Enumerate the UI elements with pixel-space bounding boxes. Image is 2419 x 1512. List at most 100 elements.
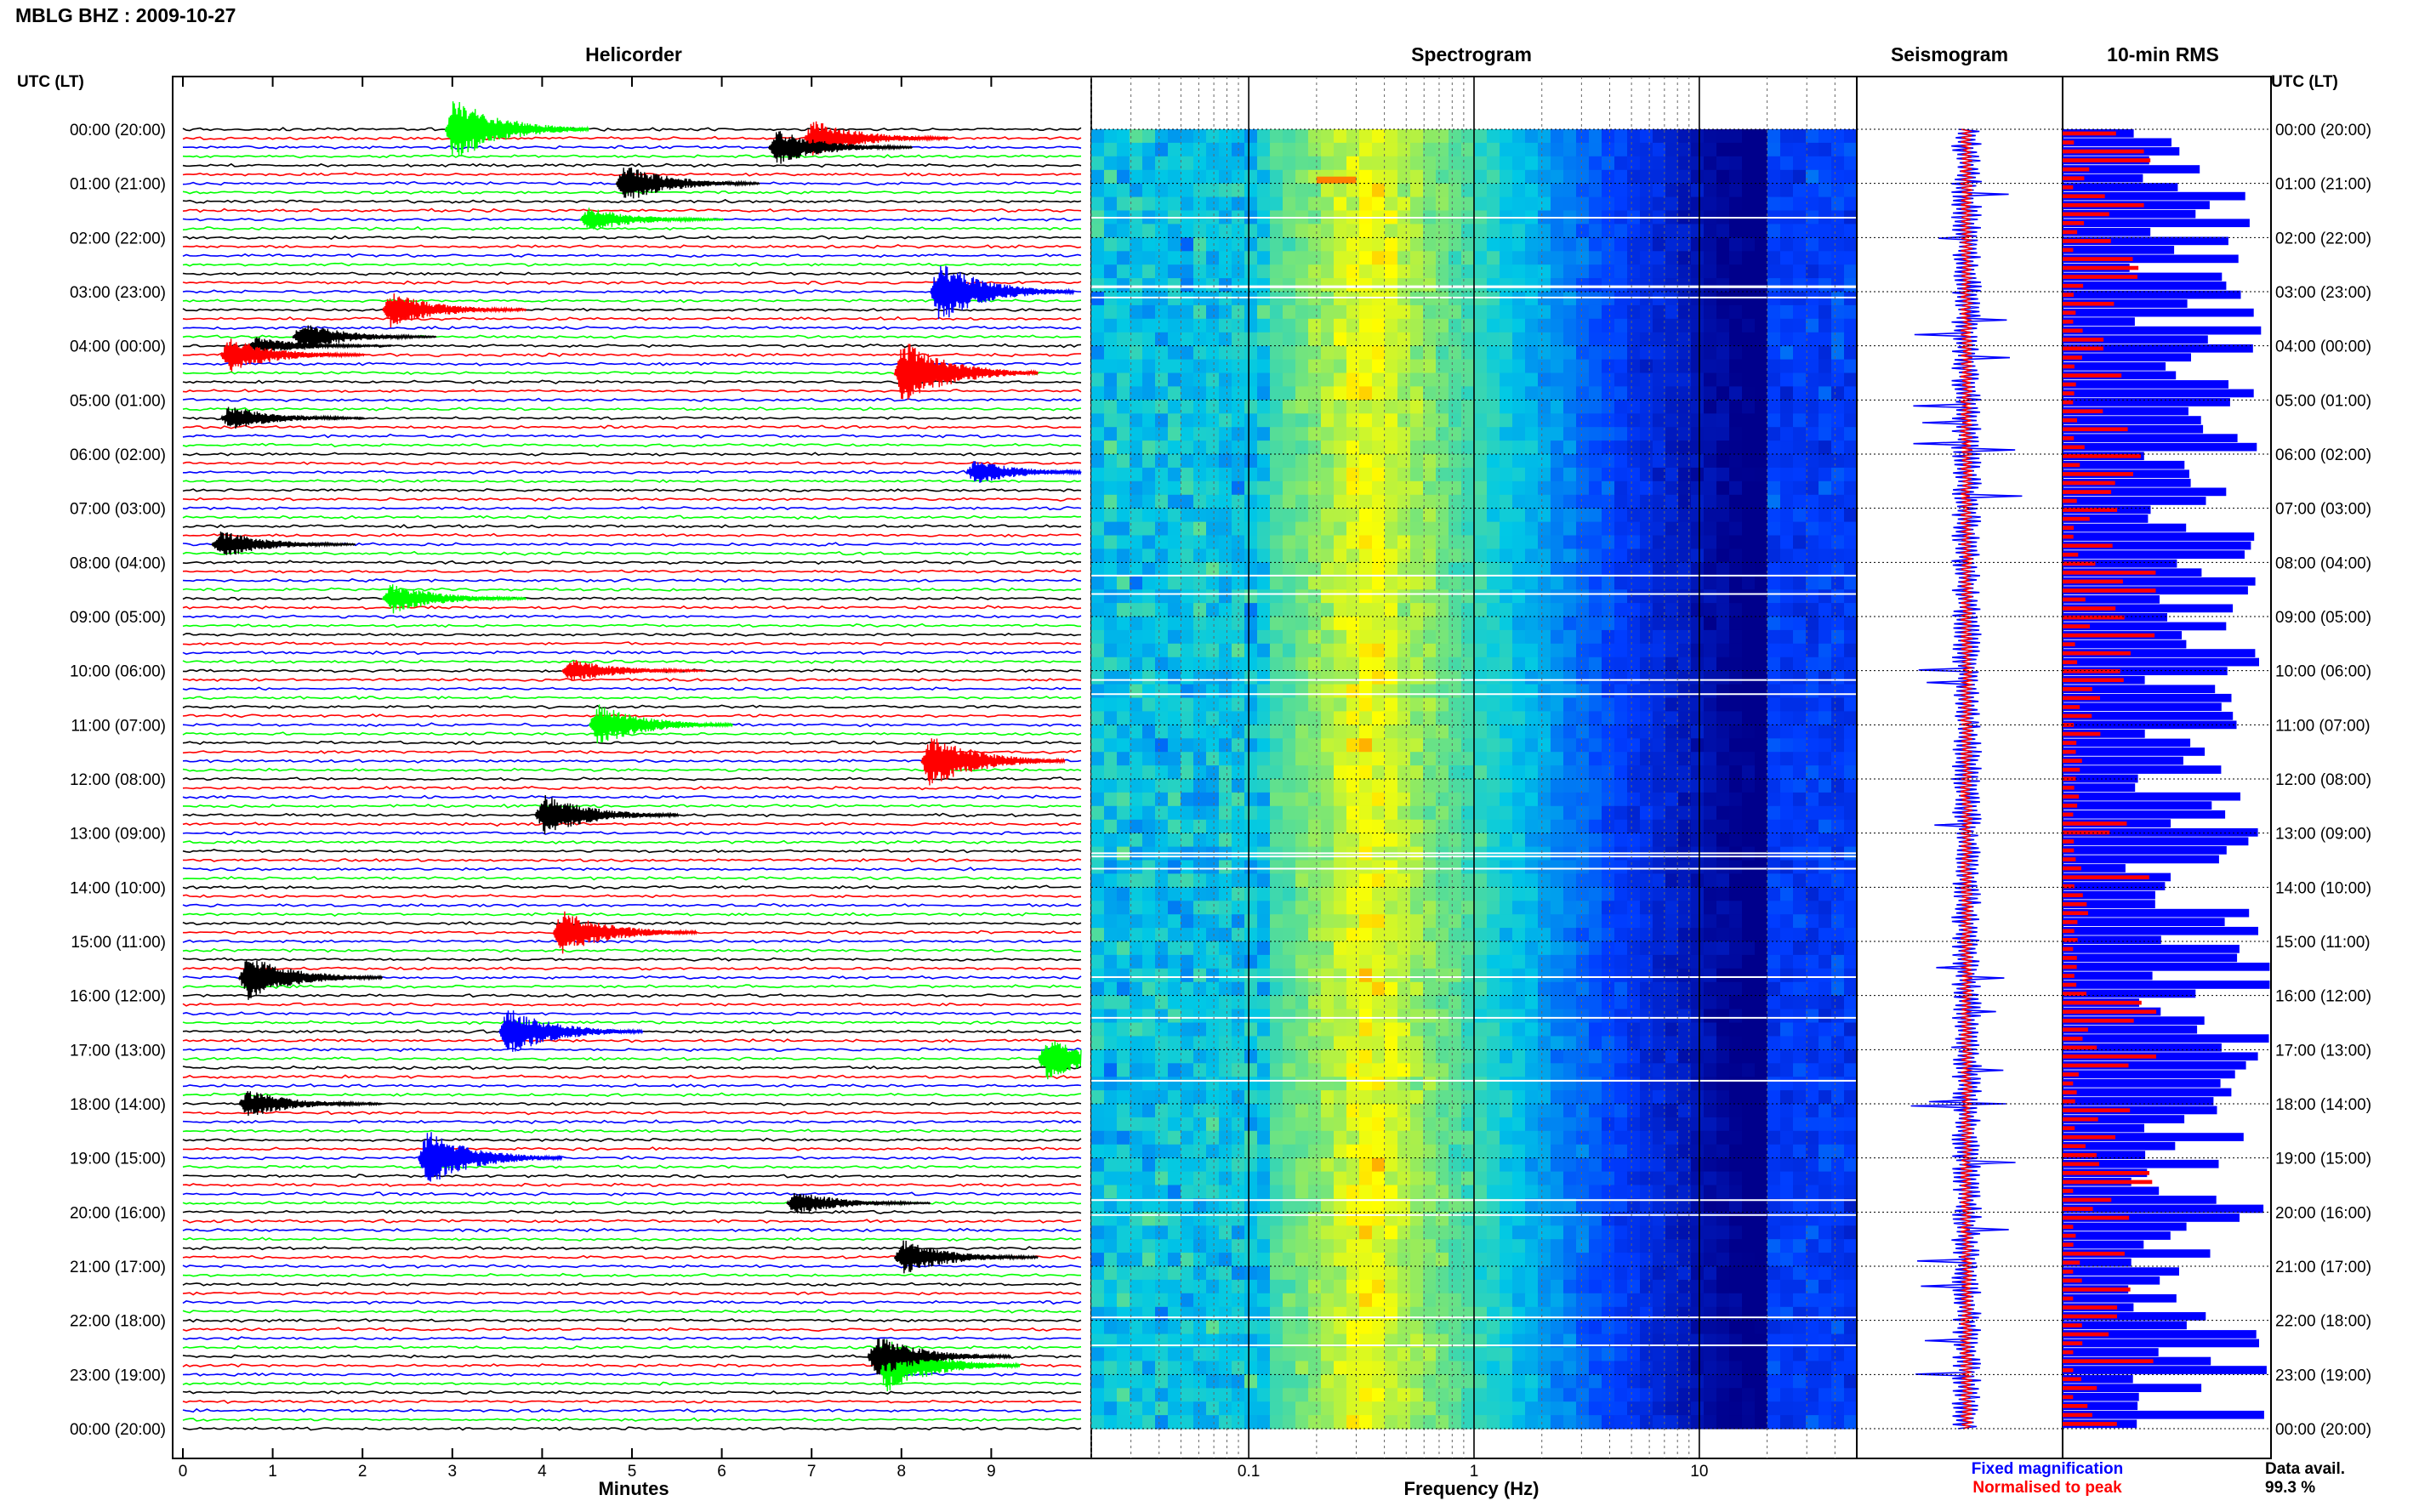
spectrogram-cell (1614, 928, 1628, 942)
spectrogram-cell (1755, 1036, 1768, 1050)
spectrogram-cell (1257, 441, 1271, 455)
spectrogram-cell (1716, 304, 1730, 320)
spectrogram-cell (1334, 454, 1347, 469)
spectrogram-cell (1270, 1198, 1283, 1213)
spectrogram-cell (1602, 278, 1615, 293)
spectrogram-cell (1181, 1063, 1194, 1077)
spectrogram-cell (1334, 589, 1347, 604)
spectrogram-cell (1500, 617, 1513, 631)
spectrogram-cell (1474, 1022, 1488, 1037)
spectrogram-cell (1295, 1130, 1309, 1145)
spectrogram-cell (1295, 657, 1309, 672)
spectrogram-cell (1742, 1090, 1756, 1105)
helicorder-event (219, 406, 365, 429)
spectrogram-cell (1461, 467, 1475, 482)
spectrogram-cell (1729, 765, 1743, 780)
spectrogram-cell (1653, 657, 1666, 672)
spectrogram-cell (1614, 264, 1628, 279)
spectrogram-cell (1614, 670, 1628, 685)
spectrogram-cell (1449, 156, 1462, 171)
spectrogram-cell (1653, 264, 1666, 279)
spectrogram-cell (1308, 954, 1322, 969)
spectrogram-cell (1844, 400, 1858, 414)
spectrogram-cell (1551, 169, 1564, 185)
spectrogram-cell (1295, 264, 1309, 279)
spectrogram-cell (1563, 995, 1577, 1010)
spectrogram-cell (1397, 1036, 1411, 1050)
spectrogram-cell (1397, 345, 1411, 361)
spectrogram-cell (1806, 738, 1819, 753)
spectrogram-cell (1474, 345, 1488, 361)
spectrogram-cell (1219, 549, 1232, 563)
spectrogram-cell (1308, 129, 1322, 144)
spectrogram-cell (1742, 142, 1756, 157)
spectrogram-cell (1487, 833, 1500, 848)
spectrogram-cell (1091, 129, 1105, 144)
spectrogram-cell (1474, 779, 1488, 793)
spectrogram-cell (1091, 765, 1105, 780)
spectrogram-cell (1538, 359, 1551, 374)
spectrogram-cell (1640, 819, 1653, 834)
spectrogram-cell (1678, 1022, 1692, 1037)
spectrogram-cell (1665, 1036, 1679, 1050)
spectrogram-cell (1219, 1130, 1232, 1145)
spectrogram-cell (1844, 576, 1858, 590)
spectrogram-cell (1640, 251, 1653, 265)
spectrogram-cell (1397, 1144, 1411, 1159)
spectrogram-cell (1729, 480, 1743, 496)
spectrogram-cell (1729, 589, 1743, 604)
spectrogram-cell (1410, 576, 1424, 590)
spectrogram-cell (1474, 332, 1488, 347)
spectrogram-cell (1512, 196, 1526, 212)
spectrogram-cell (1168, 345, 1181, 361)
spectrogram-cell (1283, 711, 1296, 725)
spectrogram-cell (1538, 224, 1551, 238)
spectrogram-cell (1385, 549, 1398, 563)
helicorder-trace-row (182, 497, 1082, 502)
spectrogram-cell (1117, 237, 1130, 252)
spectrogram-cell (1091, 792, 1105, 807)
spectrogram-cell (1602, 304, 1615, 320)
spectrogram-cell (1397, 508, 1411, 523)
helicorder-trace-row (182, 1092, 1082, 1097)
spectrogram-cell (1551, 264, 1564, 279)
spectrogram-cell (1410, 643, 1424, 658)
spectrogram-cell (1780, 332, 1794, 347)
spectrogram-cell (1334, 657, 1347, 672)
spectrogram-cell (1487, 224, 1500, 238)
spectrogram-cell (1308, 765, 1322, 780)
spectrogram-cell (1168, 995, 1181, 1010)
spectrogram-cell (1423, 629, 1437, 645)
spectrogram-cell (1359, 1157, 1373, 1173)
spectrogram-cell (1130, 386, 1143, 401)
helicorder-trace-row (182, 325, 1082, 331)
spectrogram-cell (1257, 819, 1271, 834)
spectrogram-cell (1716, 156, 1730, 171)
spectrogram-cell (1295, 494, 1309, 509)
spectrogram-cell (1385, 697, 1398, 712)
spectrogram-cell (1091, 1009, 1105, 1024)
spectrogram-cell (1767, 386, 1781, 401)
spectrogram-cell (1589, 670, 1602, 685)
spectrogram-cell (1117, 1157, 1130, 1173)
spectrogram-cell (1206, 1171, 1220, 1186)
spectrogram-cell (1742, 413, 1756, 428)
spectrogram-cell (1525, 292, 1539, 306)
spectrogram-cell (1244, 684, 1258, 699)
spectrogram-cell (1295, 1104, 1309, 1118)
spectrogram-cell (1423, 1077, 1437, 1091)
spectrogram-cell (1104, 657, 1118, 672)
spectrogram-cell (1780, 860, 1794, 874)
spectrogram-cell (1181, 562, 1194, 577)
spectrogram-cell (1576, 549, 1590, 563)
spectrogram-cell (1716, 521, 1730, 537)
spectrogram-cell (1372, 928, 1386, 942)
spectrogram-cell (1193, 1198, 1207, 1213)
spectrogram-cell (1767, 494, 1781, 509)
spectrogram-cell (1729, 1049, 1743, 1064)
spectrogram-cell (1500, 603, 1513, 617)
spectrogram-cell (1461, 129, 1475, 144)
spectrogram-cell (1155, 359, 1169, 374)
spectrogram-cell (1780, 400, 1794, 414)
spectrogram-cell (1589, 1157, 1602, 1173)
